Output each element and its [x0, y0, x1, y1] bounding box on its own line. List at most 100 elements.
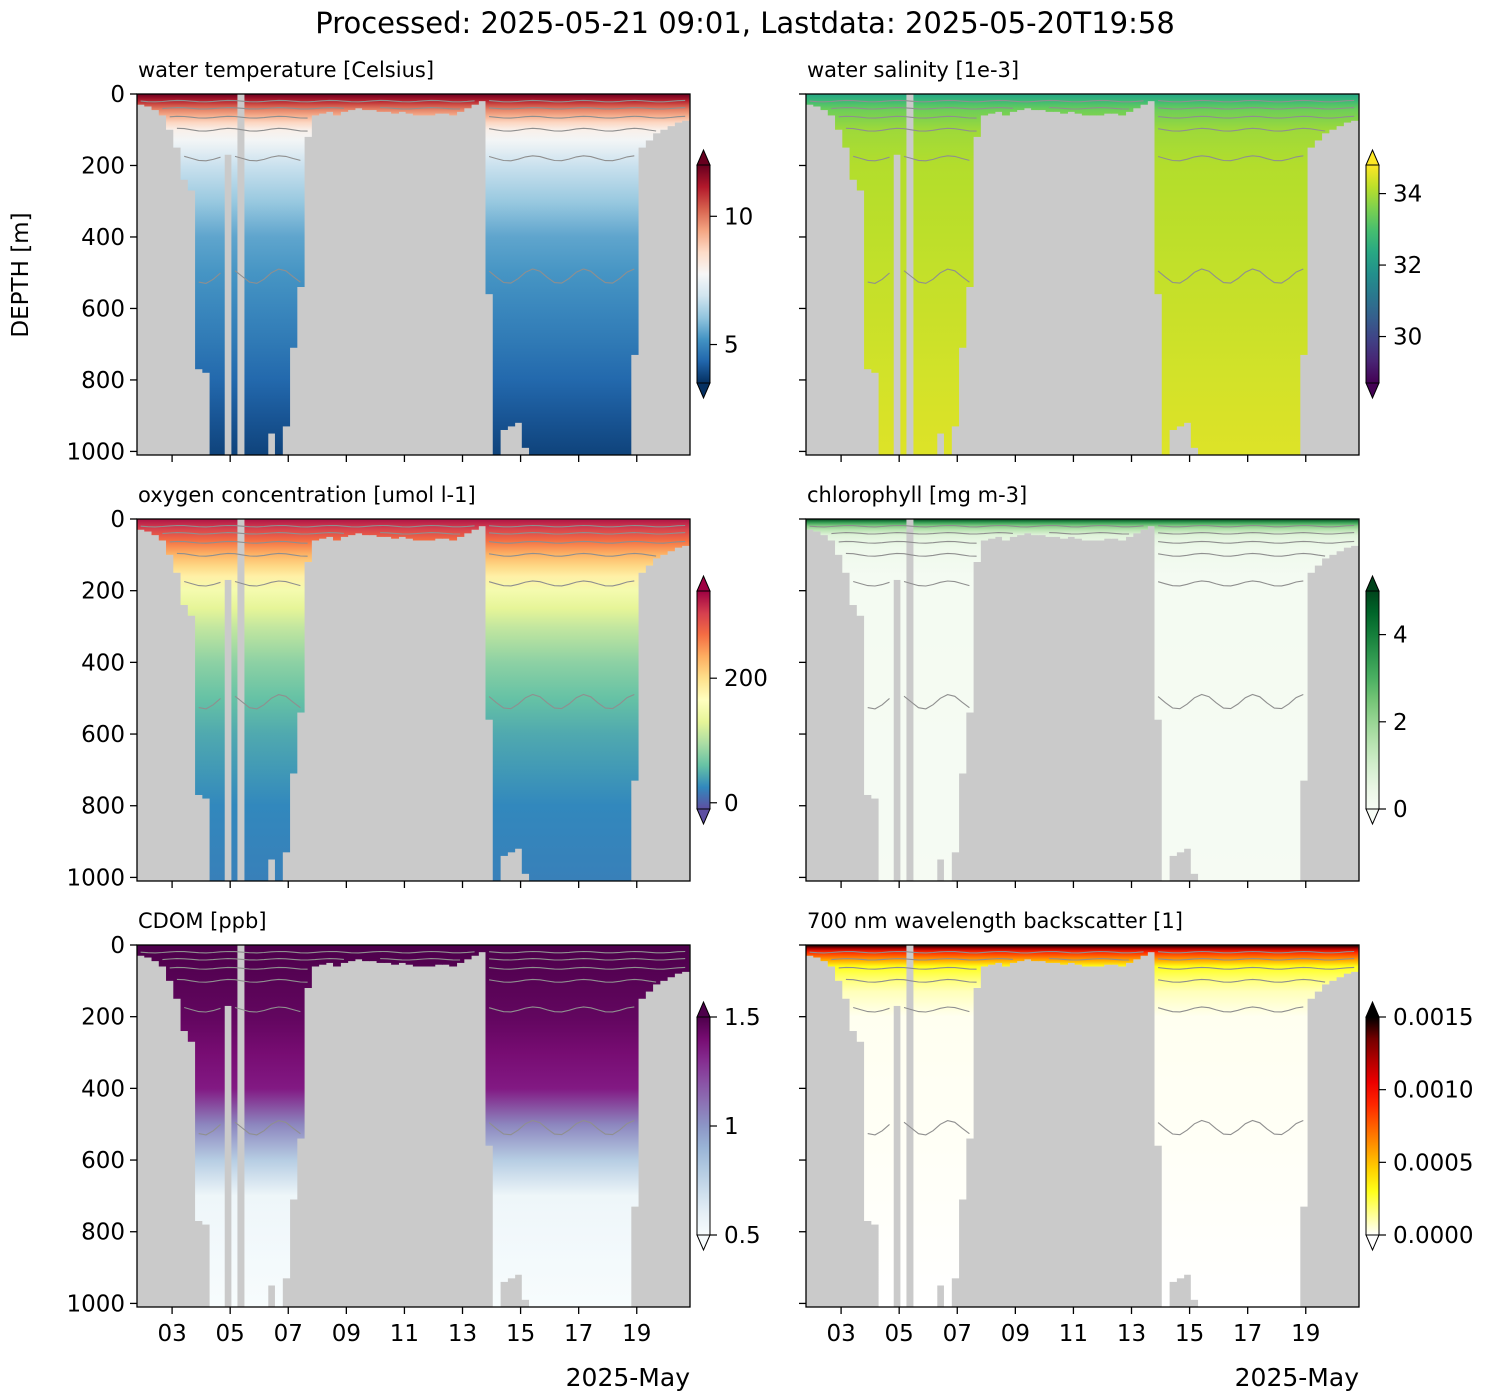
profile-column	[951, 94, 960, 427]
panel-title-backscatter: 700 nm wavelength backscatter [1]	[807, 909, 1183, 933]
profile-column	[260, 94, 269, 455]
profile-column	[1031, 945, 1039, 962]
isotherm-contour	[489, 958, 686, 961]
profile-column	[1176, 945, 1185, 1279]
x-tick-label: 13	[448, 1321, 477, 1347]
profile-column	[224, 94, 232, 155]
profile-column	[441, 94, 450, 114]
profile-column	[383, 945, 392, 963]
profile-column	[1125, 945, 1134, 963]
isotherm-contour	[1158, 532, 1355, 535]
panel-title-water-salinity: water salinity [1e-3]	[807, 58, 1019, 82]
profile-column	[1067, 945, 1076, 963]
profile-column	[282, 945, 291, 1279]
isotherm-contour	[1158, 115, 1355, 119]
profile-column	[1074, 94, 1083, 114]
profile-column	[507, 519, 516, 853]
profile-column	[1219, 94, 1228, 455]
profile-column	[1009, 945, 1018, 963]
y-tick-label: 400	[81, 650, 125, 676]
x-tick-label: 07	[943, 1321, 972, 1347]
isotherm-contour	[380, 532, 461, 535]
colorbar-fill	[1366, 165, 1379, 383]
isotherm-contour	[1157, 580, 1304, 587]
profile-column	[383, 94, 392, 112]
profile-column	[1306, 94, 1315, 148]
y-tick-label: 200	[81, 1005, 125, 1031]
profile-column	[485, 519, 494, 720]
data-gap	[906, 94, 914, 455]
isotherm-contour	[1049, 107, 1130, 110]
profile-column	[521, 519, 530, 874]
profile-column	[245, 519, 254, 881]
isotherm-contour	[1157, 155, 1304, 162]
profile-column	[1125, 94, 1134, 112]
y-tick-label: 0	[110, 82, 125, 108]
profile-column	[427, 945, 436, 967]
profile-column	[216, 94, 225, 455]
profile-column	[1118, 945, 1127, 967]
profile-column	[885, 945, 894, 1307]
colorbar: 0.0000 0.0005 0.0010 0.0015	[1365, 1000, 1473, 1252]
y-tick-label: 1000	[66, 439, 125, 465]
colorbar-extend-max	[1365, 148, 1380, 166]
profile-column	[922, 945, 931, 1307]
profile-column	[987, 94, 996, 114]
profile-column	[558, 519, 566, 881]
profile-column	[1234, 519, 1243, 881]
profile-column	[333, 519, 341, 541]
profile-column	[354, 945, 363, 960]
profile-column	[659, 519, 668, 555]
profile-column	[369, 519, 378, 536]
colorbar-extend-min	[696, 808, 711, 826]
profile-column	[1321, 519, 1330, 559]
profile-column	[180, 519, 189, 606]
profile-column	[980, 945, 989, 967]
isotherm-contour	[809, 99, 1144, 103]
profile-column	[1169, 519, 1177, 856]
profile-column	[842, 945, 851, 999]
profile-column	[209, 94, 218, 455]
profile-column	[1212, 519, 1221, 881]
profile-column	[137, 519, 145, 530]
profile-column	[1060, 945, 1068, 965]
profile-column	[1328, 945, 1337, 981]
profile-column	[311, 945, 320, 967]
profile-column	[427, 519, 436, 541]
profile-column	[318, 519, 327, 539]
profile-column	[565, 94, 574, 455]
isotherm-contour	[1049, 532, 1130, 535]
profile-column	[1270, 94, 1279, 455]
profile-column	[202, 519, 211, 799]
profile-column	[572, 945, 581, 1307]
profile-column	[1045, 94, 1054, 112]
profile-column	[529, 945, 537, 1307]
profile-column	[303, 519, 312, 563]
isotherm-contour	[845, 127, 977, 132]
profile-column	[245, 945, 254, 1307]
profile-column	[340, 519, 349, 537]
profile-column	[1161, 94, 1170, 455]
profile-column	[922, 94, 931, 455]
profile-column	[224, 519, 232, 580]
profile-column	[1023, 94, 1032, 109]
profile-column	[166, 519, 174, 555]
isotherm-contour	[838, 540, 977, 544]
profile-column	[1169, 94, 1177, 430]
profile-column	[1212, 94, 1221, 455]
isotherm-contour	[867, 697, 890, 710]
profile-column	[1038, 945, 1047, 962]
profile-column	[456, 945, 465, 963]
profile-column	[1118, 519, 1127, 541]
profile-column	[827, 94, 836, 116]
profile-column	[1256, 94, 1264, 455]
isotherm-contour	[489, 524, 686, 528]
profile-column	[434, 945, 443, 965]
profile-column	[1067, 519, 1076, 537]
profile-column	[1205, 94, 1214, 455]
profile-column	[835, 519, 843, 555]
y-tick-label: 800	[81, 794, 125, 820]
profile-column	[158, 945, 167, 967]
isotherm-contour	[140, 99, 475, 103]
profile-column	[1336, 519, 1344, 552]
